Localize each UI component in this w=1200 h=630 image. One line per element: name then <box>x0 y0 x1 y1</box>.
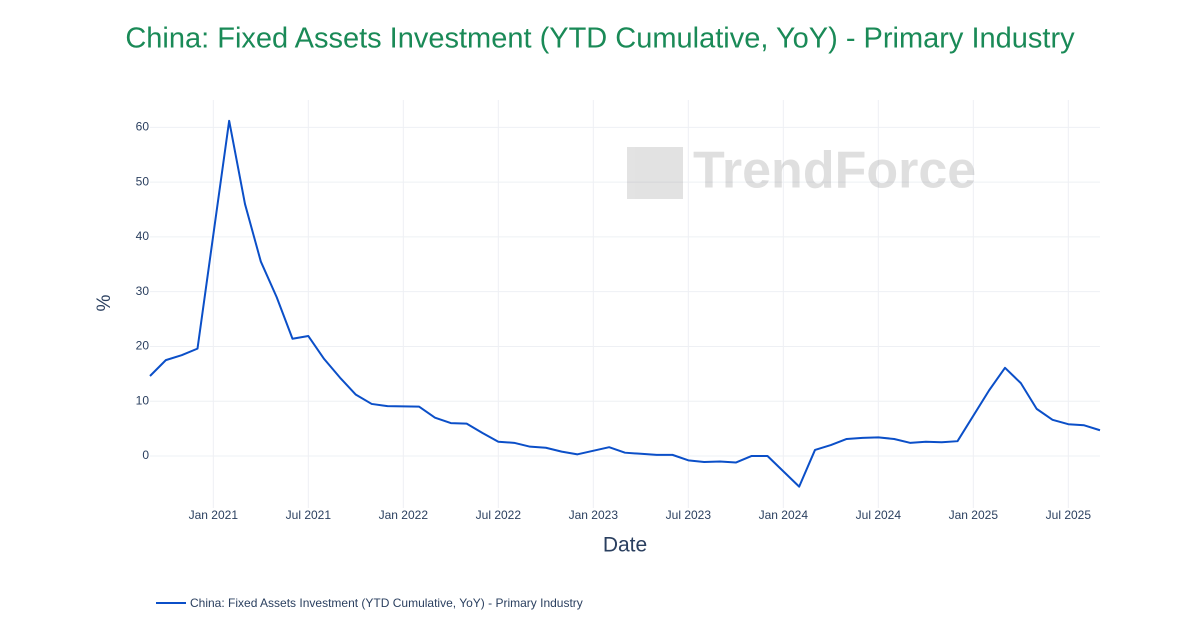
y-tick-label: 40 <box>136 229 150 243</box>
grid <box>150 100 1100 508</box>
chart-title: China: Fixed Assets Investment (YTD Cumu… <box>125 23 1075 55</box>
watermark-icon <box>627 147 683 199</box>
x-tick-label: Jul 2022 <box>476 508 522 522</box>
series-line <box>149 119 1101 488</box>
watermark: TrendForce <box>693 142 976 200</box>
y-tick-label: 30 <box>136 284 150 298</box>
x-tick-label: Jul 2024 <box>856 508 902 522</box>
y-tick-label: 20 <box>136 339 150 353</box>
y-tick-label: 50 <box>136 174 150 188</box>
x-tick-label: Jul 2023 <box>666 508 712 522</box>
watermark-logo: TrendForce <box>627 142 976 200</box>
x-axis-title: Date <box>603 534 647 557</box>
x-tick-label: Jan 2021 <box>189 508 239 522</box>
y-axis-title: % <box>94 294 115 311</box>
y-tick-label: 0 <box>142 448 149 462</box>
x-tick-label: Jul 2025 <box>1046 508 1092 522</box>
x-tick-label: Jan 2023 <box>569 508 619 522</box>
legend-label: China: Fixed Assets Investment (YTD Cumu… <box>190 596 583 610</box>
y-tick-label: 10 <box>136 393 150 407</box>
x-tick-label: Jul 2021 <box>286 508 332 522</box>
y-tick-label: 60 <box>136 120 150 134</box>
x-tick-label: Jan 2025 <box>949 508 999 522</box>
x-tick-label: Jan 2022 <box>379 508 429 522</box>
x-tick-label: Jan 2024 <box>759 508 809 522</box>
